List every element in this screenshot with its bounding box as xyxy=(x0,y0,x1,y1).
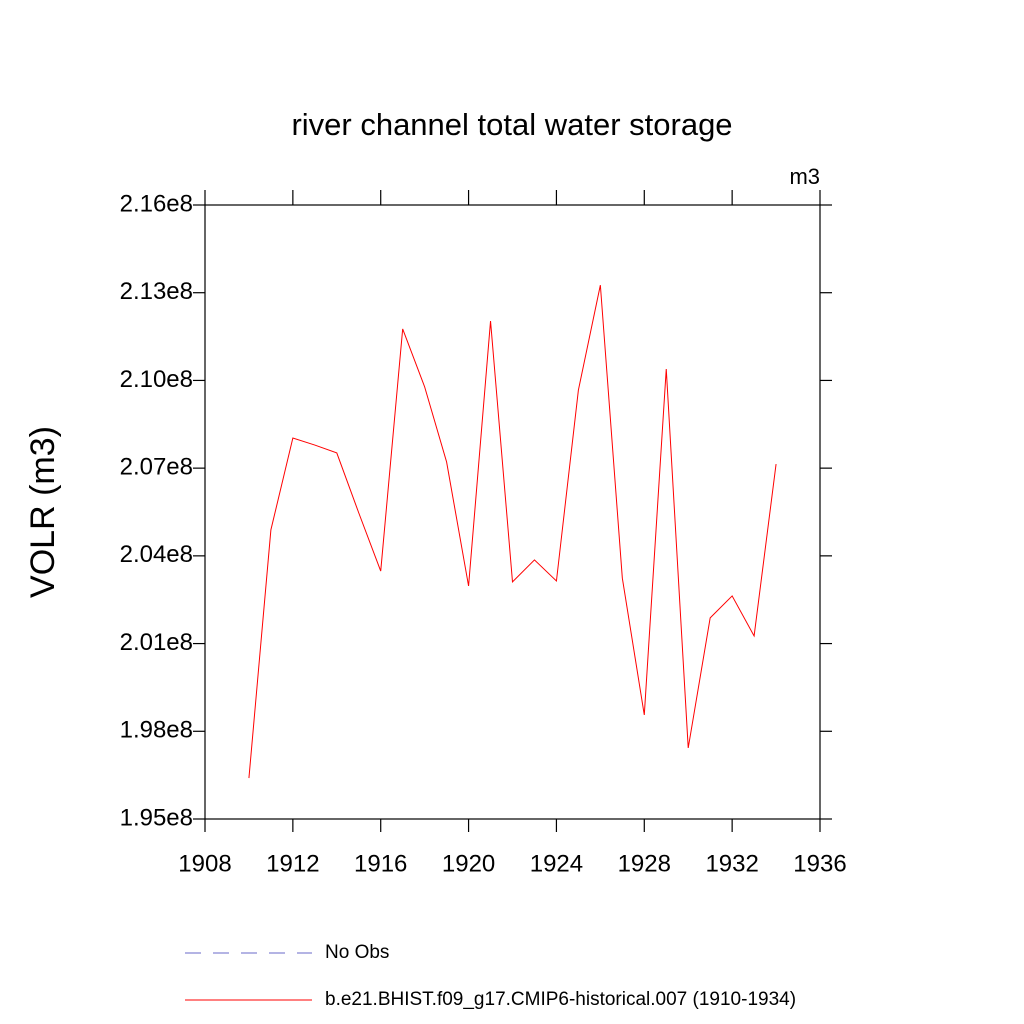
y-tick-label: 1.98e8 xyxy=(120,717,193,744)
y-tick-label: 1.95e8 xyxy=(120,804,193,831)
x-tick-label: 1936 xyxy=(793,850,846,877)
x-tick-label: 1908 xyxy=(178,850,231,877)
y-tick-label: 2.01e8 xyxy=(120,629,193,656)
y-tick-label: 2.04e8 xyxy=(120,541,193,568)
data-line xyxy=(248,285,777,779)
units-label: m3 xyxy=(789,164,820,189)
legend-label: b.e21.BHIST.f09_g17.CMIP6-historical.007… xyxy=(325,989,796,1010)
x-tick-label: 1916 xyxy=(354,850,407,877)
y-tick-label: 2.16e8 xyxy=(120,190,193,217)
chart-title: river channel total water storage xyxy=(291,107,732,142)
y-tick-label: 2.13e8 xyxy=(120,278,193,305)
legend-label: No Obs xyxy=(325,942,389,963)
x-tick-label: 1920 xyxy=(442,850,495,877)
x-tick-label: 1932 xyxy=(705,850,758,877)
y-axis-label: VOLR (m3) xyxy=(24,426,62,598)
x-tick-label: 1924 xyxy=(530,850,583,877)
y-tick-label: 2.10e8 xyxy=(120,366,193,393)
x-tick-label: 1928 xyxy=(618,850,671,877)
y-tick-label: 2.07e8 xyxy=(120,453,193,480)
plot-frame xyxy=(204,204,821,820)
x-tick-label: 1912 xyxy=(266,850,319,877)
